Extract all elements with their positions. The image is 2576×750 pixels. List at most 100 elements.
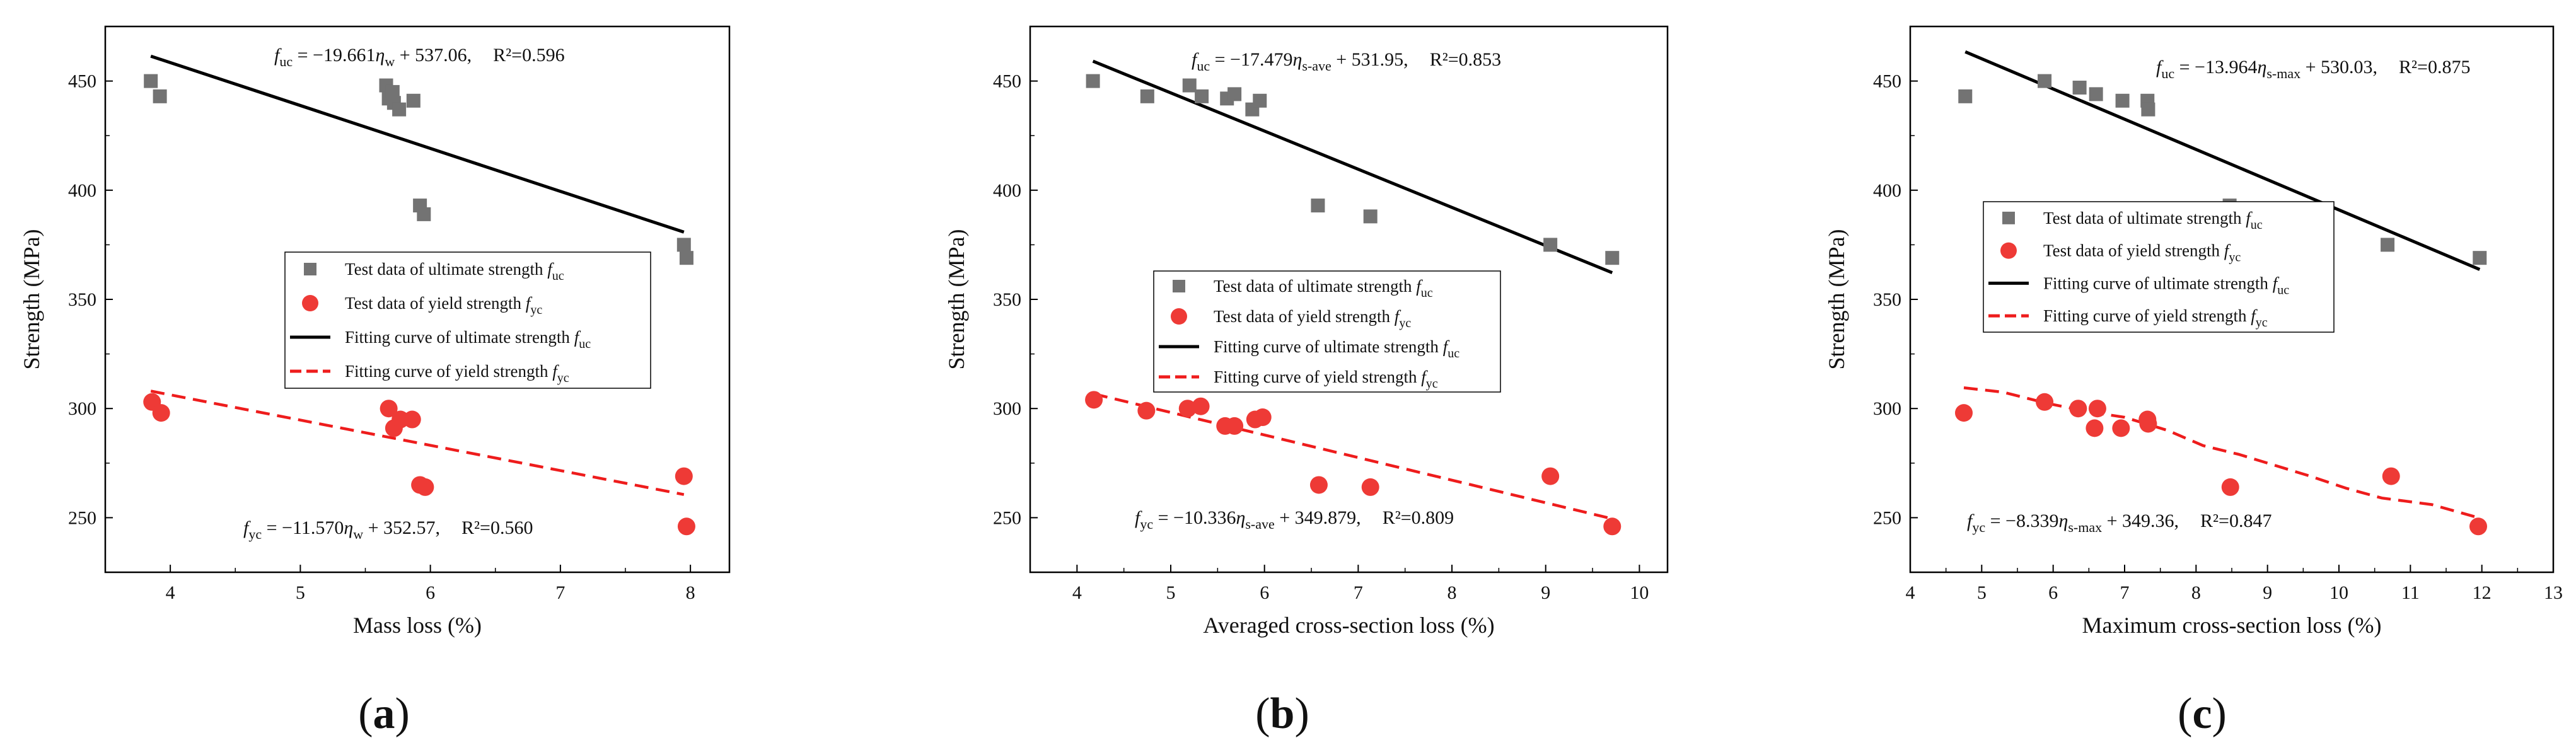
yield-strength-point [2036, 393, 2054, 411]
yield-strength-point [1178, 400, 1197, 418]
legend-label: Fitting curve of ultimate strength fuc [1214, 337, 1459, 361]
y-tick-label: 250 [993, 507, 1021, 528]
x-axis-label: Averaged cross-section loss (%) [1203, 613, 1494, 638]
x-tick-label: 5 [296, 582, 305, 603]
yield-strength-point [416, 478, 434, 496]
x-tick-label: 10 [1630, 582, 1649, 603]
ultimate-strength-point [385, 84, 400, 99]
yield-fit-line [1963, 386, 2479, 519]
yield-strength-point [675, 467, 693, 485]
yield-fit-line [150, 389, 685, 496]
legend: Test data of ultimate strength fuc Test d… [284, 251, 651, 389]
ultimate-strength-point [676, 238, 691, 252]
y-axis-label: Strength (MPa) [1824, 229, 1849, 370]
legend-label: Test data of yield strength fyc [2043, 241, 2241, 265]
panel-label: (c) [2178, 689, 2227, 738]
yield-strength-point [1361, 478, 1379, 496]
ultimate-strength-point [2381, 238, 2395, 252]
legend-square-marker [1173, 280, 1185, 292]
y-tick-label: 250 [1873, 507, 1901, 528]
yield-strength-point [152, 404, 170, 422]
ultimate-strength-point [2038, 74, 2052, 88]
ultimate-strength-point [1140, 89, 1154, 103]
ultimate-fit-equation: fuc = −19.661ηw + 537.06, R²=0.596 [274, 45, 565, 69]
x-tick-label: 8 [2191, 582, 2201, 603]
y-tick-label: 350 [993, 289, 1021, 310]
legend-label: Fitting curve of yield strength fyc [1214, 367, 1438, 391]
y-tick-label: 450 [68, 71, 96, 92]
yield-strength-point [380, 400, 398, 418]
ultimate-strength-point [417, 207, 431, 221]
x-tick-label: 11 [2401, 582, 2420, 603]
yield-strength-point [2469, 517, 2487, 536]
legend-circle-marker [1171, 308, 1187, 325]
legend-label: Fitting curve of yield strength fyc [2043, 306, 2268, 330]
yield-fit-equation: fyc = −8.339ηs-max + 349.36, R²=0.847 [1967, 511, 2271, 535]
yield-fit-equation: fyc = −10.336ηs-ave + 349.879, R²=0.809 [1135, 507, 1454, 532]
x-tick-label: 9 [2263, 582, 2272, 603]
y-tick-label: 400 [68, 180, 96, 201]
yield-strength-point [1192, 397, 1210, 415]
x-tick-label: 6 [426, 582, 435, 603]
x-tick-label: 8 [686, 582, 695, 603]
yield-strength-point [1085, 391, 1103, 409]
yield-strength-point [1309, 476, 1328, 494]
y-tick-label: 300 [68, 398, 96, 419]
legend-label: Test data of ultimate strength fuc [345, 260, 564, 283]
legend-square-marker [304, 263, 316, 275]
x-tick-label: 6 [1260, 582, 1269, 603]
ultimate-strength-point [2473, 251, 2487, 265]
ultimate-fit-equation: fuc = −13.964ηs-max + 530.03, R²=0.875 [2156, 57, 2470, 81]
yield-strength-point [1603, 517, 1622, 536]
yield-strength-point [2112, 419, 2130, 437]
ultimate-strength-point [1086, 74, 1100, 88]
panel-label: (a) [358, 689, 410, 738]
legend-circle-marker [2000, 242, 2017, 259]
legend-label: Fitting curve of ultimate strength fuc [2043, 274, 2289, 297]
legend-box [1983, 201, 2335, 333]
y-tick-label: 450 [993, 71, 1021, 92]
legend-label: Test data of yield strength fyc [345, 294, 542, 317]
x-tick-label: 8 [1448, 582, 1457, 603]
ultimate-strength-point [2072, 80, 2087, 95]
x-tick-label: 4 [1906, 582, 1915, 603]
x-tick-label: 12 [2473, 582, 2492, 603]
legend-square-marker [2002, 211, 2015, 224]
x-tick-label: 10 [2329, 582, 2348, 603]
yield-strength-point [2221, 478, 2239, 496]
yield-strength-point [1137, 401, 1156, 420]
ultimate-fit-line [150, 54, 685, 234]
ultimate-strength-point [406, 93, 421, 108]
ultimate-strength-point [1311, 199, 1325, 213]
y-axis-label: Strength (MPa) [19, 229, 44, 370]
x-tick-label: 5 [1166, 582, 1176, 603]
legend: Test data of ultimate strength fuc Test d… [1983, 201, 2335, 333]
ultimate-strength-point [1363, 209, 1378, 224]
ultimate-strength-point [1605, 251, 1620, 265]
legend-box [284, 251, 651, 389]
x-axis-label: Mass loss (%) [353, 613, 482, 638]
ultimate-fit-equation: fuc = −17.479ηs-ave + 531.95, R²=0.853 [1192, 49, 1501, 74]
ultimate-fit-line [1964, 50, 2481, 271]
ultimate-strength-point [2115, 93, 2130, 108]
legend-box [1153, 270, 1501, 393]
y-tick-label: 300 [993, 398, 1021, 419]
x-axis-label: Maximum cross-section loss (%) [2082, 613, 2382, 638]
yield-strength-point [2382, 467, 2400, 485]
x-tick-label: 4 [166, 582, 175, 603]
yield-strength-point [1955, 404, 1973, 422]
y-tick-label: 350 [68, 289, 96, 310]
ultimate-strength-point [1182, 78, 1197, 93]
yield-strength-point [1541, 467, 1560, 485]
legend-label: Fitting curve of ultimate strength fuc [345, 328, 591, 351]
y-tick-label: 450 [1873, 71, 1901, 92]
ultimate-strength-point [1958, 89, 1973, 103]
ultimate-fit-line [1092, 59, 1613, 275]
yield-strength-point [2069, 400, 2087, 418]
y-tick-label: 300 [1873, 398, 1901, 419]
legend-label: Test data of ultimate strength fuc [2043, 209, 2263, 232]
x-tick-label: 5 [1977, 582, 1987, 603]
chart-panel-c: 4 5 6 7 8 9 10 11 12 13 250 300 350 400 450 Maximum cro… [1824, 25, 2563, 738]
ultimate-strength-point [679, 251, 693, 265]
y-tick-label: 250 [68, 507, 96, 528]
